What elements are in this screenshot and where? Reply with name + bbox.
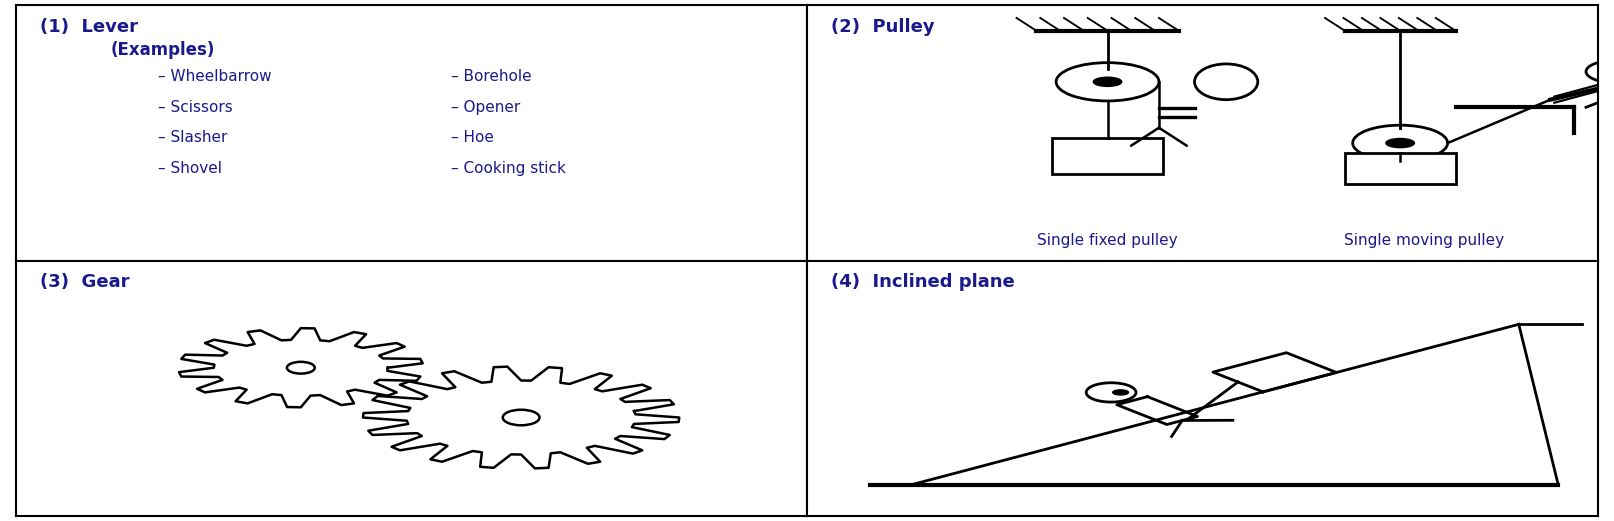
Text: – Slasher: – Slasher (158, 130, 228, 145)
Bar (1344, 153, 1456, 184)
Text: – Hoe: – Hoe (452, 130, 494, 145)
Text: (2)  Pulley: (2) Pulley (831, 18, 935, 36)
Text: (1)  Lever: (1) Lever (40, 18, 137, 36)
Text: (3)  Gear: (3) Gear (40, 273, 129, 291)
Text: – Opener: – Opener (452, 100, 520, 115)
Bar (1052, 138, 1162, 173)
Text: Single moving pulley: Single moving pulley (1344, 233, 1504, 248)
Text: – Cooking stick: – Cooking stick (452, 161, 567, 176)
Circle shape (1093, 77, 1122, 86)
Text: – Shovel: – Shovel (158, 161, 223, 176)
Text: – Borehole: – Borehole (452, 69, 531, 84)
Circle shape (1386, 139, 1414, 147)
Text: – Wheelbarrow: – Wheelbarrow (158, 69, 273, 84)
Circle shape (1112, 390, 1128, 395)
Text: Single fixed pulley: Single fixed pulley (1038, 233, 1178, 248)
Text: – Scissors: – Scissors (158, 100, 234, 115)
Text: (4)  Inclined plane: (4) Inclined plane (831, 273, 1015, 291)
Text: (Examples): (Examples) (111, 41, 215, 59)
